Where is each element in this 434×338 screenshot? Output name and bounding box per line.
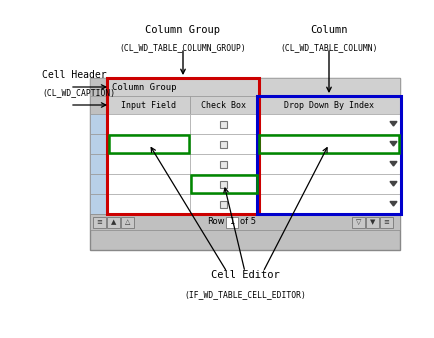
Polygon shape: [389, 121, 396, 126]
Bar: [90, 194, 108, 214]
Bar: [257, 78, 399, 96]
Bar: [220, 200, 227, 208]
Bar: [190, 174, 257, 194]
Bar: [257, 96, 399, 114]
Text: Check Box: Check Box: [201, 100, 246, 110]
Bar: [107, 217, 120, 227]
Bar: [108, 134, 190, 154]
Bar: [108, 174, 190, 194]
Bar: [226, 217, 237, 228]
Bar: [108, 154, 190, 174]
Polygon shape: [389, 182, 396, 186]
Bar: [190, 194, 257, 214]
Text: ≡: ≡: [383, 219, 388, 225]
Bar: [90, 78, 399, 250]
Text: Column Group: Column Group: [112, 82, 176, 92]
Bar: [90, 154, 108, 174]
Bar: [258, 135, 398, 153]
Bar: [108, 96, 190, 114]
Text: (CL_WD_TABLE_COLUMN_GROUP): (CL_WD_TABLE_COLUMN_GROUP): [119, 43, 246, 52]
Bar: [257, 154, 399, 174]
Bar: [220, 121, 227, 127]
Polygon shape: [389, 162, 396, 166]
Bar: [257, 114, 399, 134]
Text: ▼: ▼: [369, 219, 374, 225]
Text: 1: 1: [229, 217, 234, 226]
Text: (CL_WD_TABLE_COLUMN): (CL_WD_TABLE_COLUMN): [279, 43, 377, 52]
Text: ▲: ▲: [111, 219, 116, 225]
Text: Cell Header: Cell Header: [42, 70, 106, 80]
Bar: [90, 134, 108, 154]
Text: Cell Editor: Cell Editor: [210, 270, 279, 280]
Bar: [191, 175, 256, 193]
Bar: [108, 114, 190, 134]
Text: (IF_WD_TABLE_CELL_EDITOR): (IF_WD_TABLE_CELL_EDITOR): [184, 290, 305, 299]
Bar: [190, 154, 257, 174]
Bar: [351, 217, 364, 227]
Text: ▽: ▽: [355, 219, 360, 225]
Text: Row: Row: [207, 217, 224, 226]
Bar: [379, 217, 392, 227]
Bar: [256, 96, 400, 214]
Text: of 5: of 5: [240, 217, 256, 226]
Bar: [108, 194, 190, 214]
Bar: [220, 161, 227, 168]
Text: △: △: [125, 219, 130, 225]
Bar: [90, 78, 108, 96]
Bar: [90, 78, 399, 96]
Bar: [90, 96, 108, 114]
Bar: [90, 114, 108, 134]
Bar: [107, 78, 258, 214]
Text: ≡: ≡: [96, 219, 102, 225]
Bar: [90, 174, 108, 194]
Text: Drop Down By Index: Drop Down By Index: [283, 100, 373, 110]
Bar: [257, 134, 399, 154]
Bar: [190, 114, 257, 134]
Polygon shape: [389, 201, 396, 206]
Bar: [121, 217, 134, 227]
Bar: [90, 214, 399, 230]
Bar: [257, 194, 399, 214]
Text: Input Field: Input Field: [121, 100, 176, 110]
Text: Column Group: Column Group: [145, 25, 220, 35]
Bar: [109, 135, 188, 153]
Text: Column: Column: [309, 25, 347, 35]
Bar: [108, 78, 257, 96]
Bar: [190, 134, 257, 154]
Bar: [220, 180, 227, 188]
Bar: [220, 141, 227, 147]
Polygon shape: [389, 142, 396, 146]
Bar: [257, 174, 399, 194]
Bar: [93, 217, 106, 227]
Bar: [365, 217, 378, 227]
Bar: [190, 96, 257, 114]
Text: (CL_WD_CAPTION): (CL_WD_CAPTION): [42, 88, 115, 97]
